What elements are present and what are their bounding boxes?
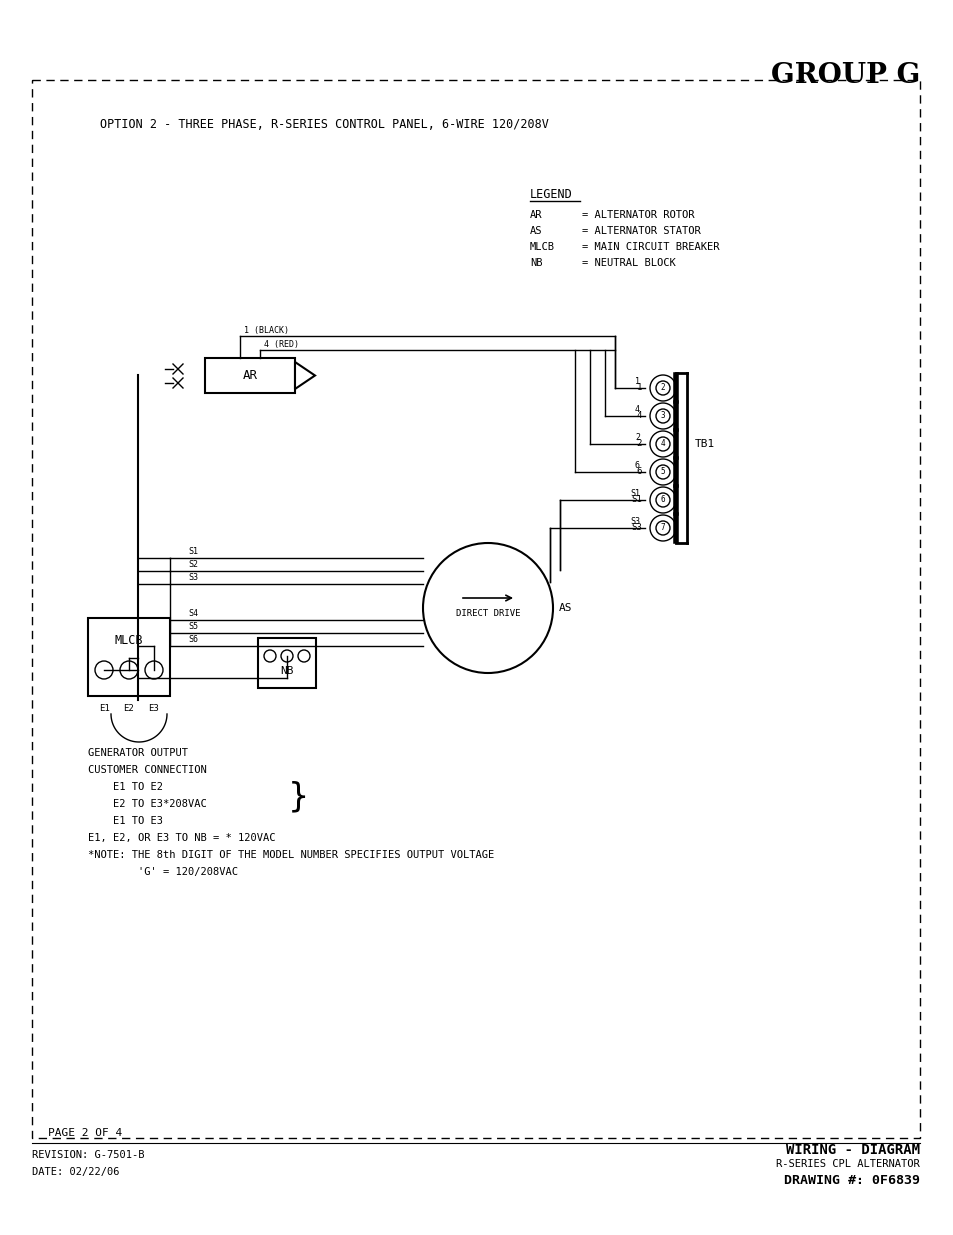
- Text: S1: S1: [631, 495, 641, 505]
- Text: 6: 6: [635, 461, 639, 471]
- Text: REVISION: G-7501-B: REVISION: G-7501-B: [32, 1150, 144, 1160]
- Circle shape: [120, 661, 138, 679]
- Circle shape: [281, 650, 293, 662]
- Text: CUSTOMER CONNECTION: CUSTOMER CONNECTION: [88, 764, 207, 776]
- Text: R-SERIES CPL ALTERNATOR: R-SERIES CPL ALTERNATOR: [776, 1158, 919, 1170]
- Text: E2: E2: [124, 704, 134, 713]
- Text: 1: 1: [635, 377, 639, 387]
- Text: E1: E1: [98, 704, 110, 713]
- Circle shape: [422, 543, 553, 673]
- Text: 2: 2: [636, 440, 641, 448]
- Circle shape: [264, 650, 275, 662]
- Text: LEGEND: LEGEND: [530, 188, 572, 201]
- Text: 6: 6: [636, 468, 641, 477]
- Text: S3: S3: [631, 524, 641, 532]
- Bar: [257, 638, 315, 688]
- Bar: [32, 80, 919, 1137]
- Circle shape: [297, 650, 310, 662]
- Text: S5: S5: [188, 622, 198, 631]
- Circle shape: [656, 466, 669, 479]
- Text: 1: 1: [636, 384, 641, 393]
- Text: AR: AR: [530, 210, 542, 220]
- Text: WIRING - DIAGRAM: WIRING - DIAGRAM: [785, 1144, 919, 1157]
- Text: GROUP G: GROUP G: [770, 62, 919, 89]
- Circle shape: [656, 437, 669, 451]
- Circle shape: [656, 521, 669, 535]
- Text: 1 (BLACK): 1 (BLACK): [244, 326, 289, 335]
- Text: }: }: [288, 781, 309, 813]
- Text: 6: 6: [660, 495, 664, 505]
- Text: 'G' = 120/208VAC: 'G' = 120/208VAC: [88, 867, 237, 877]
- Circle shape: [649, 487, 676, 513]
- Text: S1: S1: [188, 547, 198, 556]
- Text: 4 (RED): 4 (RED): [264, 340, 298, 350]
- Text: 3: 3: [660, 411, 664, 420]
- Text: AS: AS: [530, 226, 542, 236]
- Text: E1 TO E3: E1 TO E3: [88, 816, 163, 826]
- Text: E1 TO E2: E1 TO E2: [88, 782, 163, 792]
- Text: = ALTERNATOR ROTOR: = ALTERNATOR ROTOR: [581, 210, 694, 220]
- Text: S6: S6: [188, 635, 198, 643]
- Text: 4: 4: [635, 405, 639, 414]
- Text: S1: S1: [629, 489, 639, 498]
- Text: 4: 4: [660, 440, 664, 448]
- Text: NB: NB: [530, 258, 542, 268]
- Circle shape: [649, 375, 676, 401]
- Circle shape: [649, 431, 676, 457]
- Text: E1, E2, OR E3 TO NB = * 120VAC: E1, E2, OR E3 TO NB = * 120VAC: [88, 832, 275, 844]
- Circle shape: [656, 382, 669, 395]
- Text: DIRECT DRIVE: DIRECT DRIVE: [456, 609, 519, 618]
- Text: *NOTE: THE 8th DIGIT OF THE MODEL NUMBER SPECIFIES OUTPUT VOLTAGE: *NOTE: THE 8th DIGIT OF THE MODEL NUMBER…: [88, 850, 494, 860]
- Text: S3: S3: [629, 517, 639, 526]
- Text: 7: 7: [660, 524, 664, 532]
- Text: TB1: TB1: [695, 438, 715, 450]
- Circle shape: [95, 661, 112, 679]
- Text: NB: NB: [280, 666, 294, 676]
- Text: 2: 2: [635, 433, 639, 442]
- Text: GENERATOR OUTPUT: GENERATOR OUTPUT: [88, 748, 188, 758]
- Text: MLCB: MLCB: [114, 634, 143, 646]
- Text: E2 TO E3*208VAC: E2 TO E3*208VAC: [88, 799, 207, 809]
- Text: = ALTERNATOR STATOR: = ALTERNATOR STATOR: [581, 226, 700, 236]
- Text: OPTION 2 - THREE PHASE, R-SERIES CONTROL PANEL, 6-WIRE 120/208V: OPTION 2 - THREE PHASE, R-SERIES CONTROL…: [100, 119, 548, 131]
- Text: AR: AR: [242, 369, 257, 382]
- Text: S4: S4: [188, 609, 198, 618]
- Text: 2: 2: [660, 384, 664, 393]
- Text: AS: AS: [558, 603, 572, 613]
- Text: E3: E3: [149, 704, 159, 713]
- Text: S2: S2: [188, 559, 198, 569]
- Text: 5: 5: [660, 468, 664, 477]
- Text: DRAWING #: 0F6839: DRAWING #: 0F6839: [783, 1174, 919, 1187]
- Text: 4: 4: [636, 411, 641, 420]
- Circle shape: [656, 493, 669, 508]
- Polygon shape: [294, 362, 314, 389]
- Text: S3: S3: [188, 573, 198, 582]
- Circle shape: [649, 403, 676, 429]
- Circle shape: [656, 409, 669, 424]
- Text: = NEUTRAL BLOCK: = NEUTRAL BLOCK: [581, 258, 675, 268]
- Bar: [88, 618, 170, 697]
- Circle shape: [649, 515, 676, 541]
- Circle shape: [145, 661, 163, 679]
- Text: MLCB: MLCB: [530, 242, 555, 252]
- Text: PAGE 2 OF 4: PAGE 2 OF 4: [48, 1128, 122, 1137]
- Bar: [205, 358, 294, 393]
- Circle shape: [649, 459, 676, 485]
- Text: DATE: 02/22/06: DATE: 02/22/06: [32, 1167, 119, 1177]
- Text: = MAIN CIRCUIT BREAKER: = MAIN CIRCUIT BREAKER: [581, 242, 719, 252]
